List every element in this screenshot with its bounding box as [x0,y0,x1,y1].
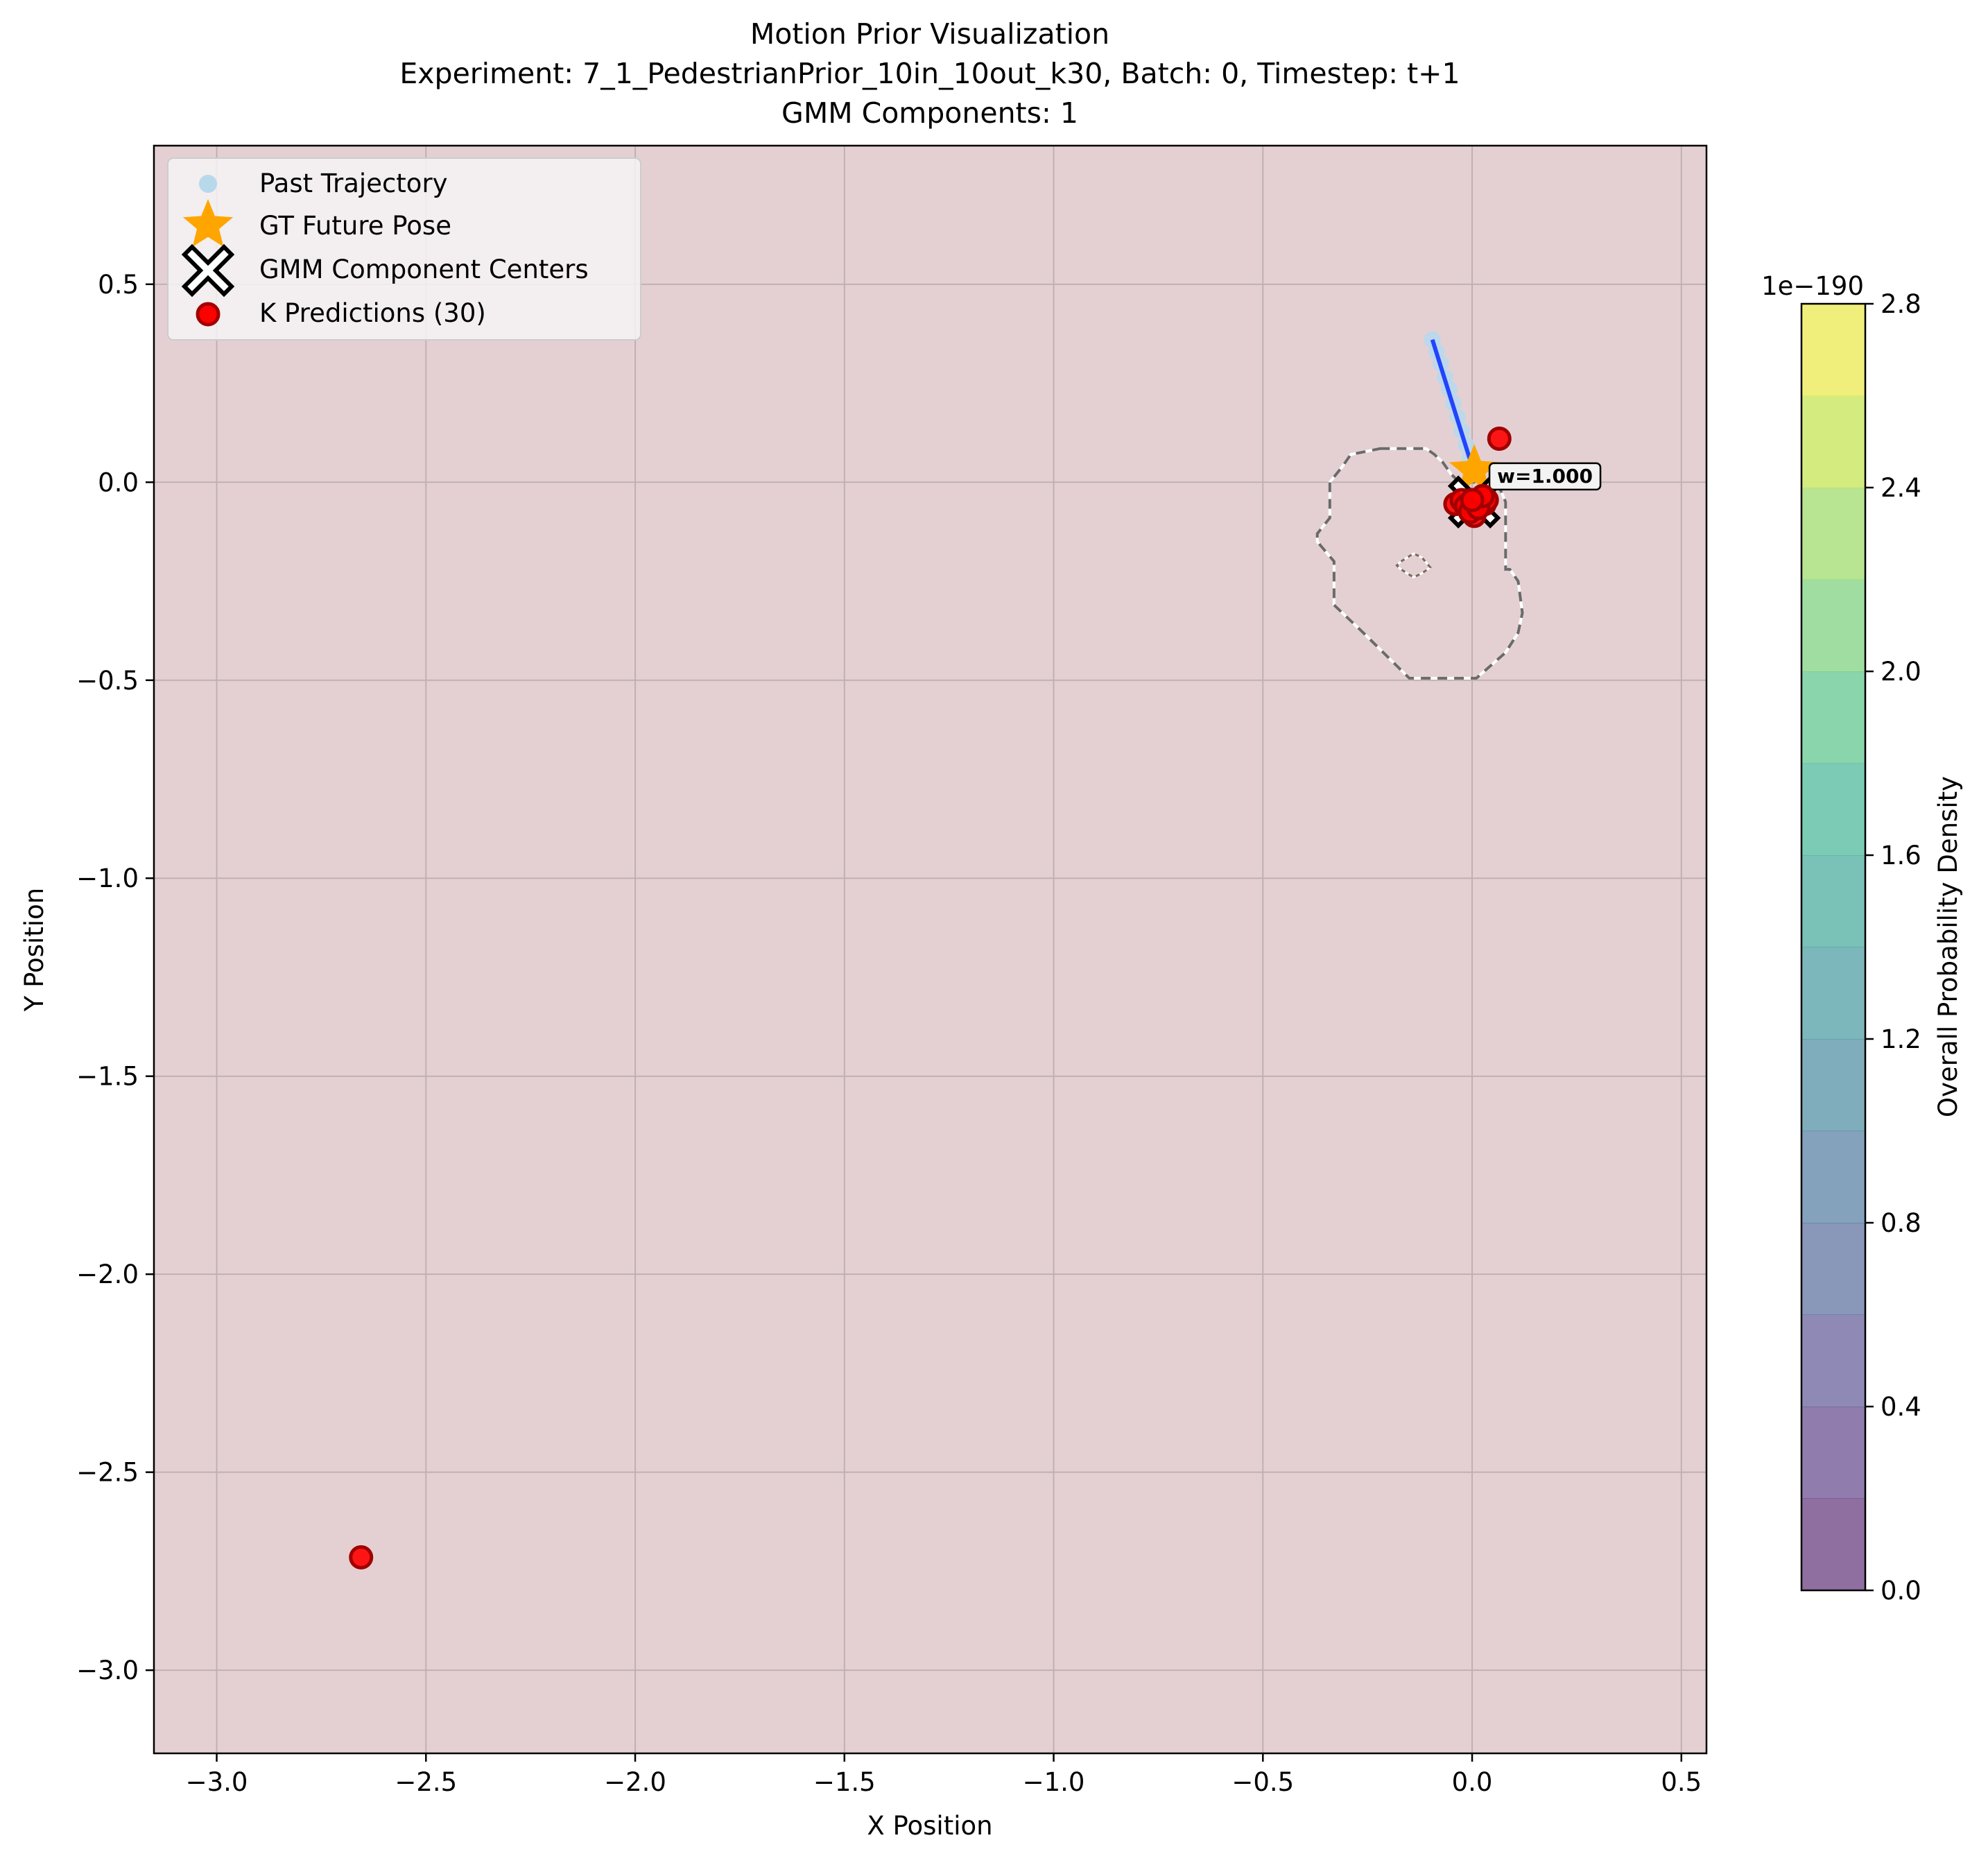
plot-frame [153,144,1708,1755]
gmm-weight-label: w=1.000 [1497,465,1593,488]
colorbar [1801,304,1865,1591]
y-axis-label: Y Position [19,888,49,1012]
colorbar-band [1801,395,1865,488]
y-tick-label: 0.5 [98,270,139,300]
k-prediction-point [1487,426,1512,451]
chart-title-line-2: Experiment: 7_1_PedestrianPrior_10in_10o… [399,57,1460,90]
y-tick-label: −1.0 [76,863,139,893]
x-tick-label: −0.5 [1231,1767,1294,1797]
x-tick-label: −2.0 [604,1767,666,1797]
colorbar-band [1801,1314,1865,1407]
density-contour-inner-dash [1395,552,1432,579]
chart-title-line-3: GMM Components: 1 [781,96,1078,130]
x-tick-label: 0.5 [1661,1767,1702,1797]
grid-lines [154,146,1706,1753]
y-tick-label: −2.5 [76,1458,139,1488]
colorbar-band [1801,855,1865,947]
colorbar-tick-label: 0.4 [1881,1392,1921,1422]
x-tick-label: −2.5 [395,1767,457,1797]
colorbar-tick-label: 0.0 [1881,1576,1921,1606]
colorbar-band [1801,579,1865,672]
legend-gt-marker [182,198,234,247]
colorbar-band [1801,947,1865,1040]
colorbar-band [1801,1039,1865,1131]
gmm-weight-box [1488,462,1602,491]
colorbar-band [1801,488,1865,580]
plot-background [154,146,1706,1753]
x-tick-label: −1.0 [1023,1767,1085,1797]
colorbar-band [1801,671,1865,764]
colorbar-tick-label: 2.4 [1881,473,1921,503]
colorbar-band [1801,1407,1865,1499]
legend-past-label: Past Trajectory [259,169,448,198]
legend-kpred-label: K Predictions (30) [259,298,486,328]
chart-title-line-1: Motion Prior Visualization [750,17,1109,51]
x-axis-ticks: −3.0 −2.5 −2.0 −1.5 −1.0 −0.5 0.0 0.5 [186,1753,1702,1797]
legend: Past Trajectory GT Future Pose GMM Compo… [167,157,641,341]
colorbar-band [1801,304,1865,396]
legend-gt-label: GT Future Pose [259,211,451,241]
colorbar-tick-label: 0.8 [1881,1208,1921,1238]
x-tick-label: 0.0 [1452,1767,1493,1797]
legend-box [167,157,641,341]
y-tick-label: −1.5 [76,1062,139,1092]
plot-layer: w=1.000 [349,331,1602,1570]
x-axis-label: X Position [867,1811,992,1841]
colorbar-band [1801,1498,1865,1591]
legend-kpred-marker [196,302,221,327]
y-tick-label: −3.0 [76,1656,139,1685]
colorbar-label: Overall Probability Density [1933,776,1963,1117]
colorbar-band [1801,1223,1865,1315]
k-prediction-point [1460,488,1485,513]
past-trajectory-line [1430,338,1472,459]
x-tick-label: −1.5 [813,1767,876,1797]
y-tick-label: −0.5 [76,666,139,696]
y-tick-label: 0.0 [98,467,139,497]
k-prediction-point [349,1545,374,1570]
y-axis-ticks: 0.5 0.0 −0.5 −1.0 −1.5 −2.0 −2.5 −3.0 [76,270,154,1685]
y-tick-label: −2.0 [76,1260,139,1289]
legend-past-marker [199,175,217,193]
colorbar-band [1801,1131,1865,1223]
colorbar-frame [1800,302,1867,1592]
x-tick-label: −3.0 [186,1767,248,1797]
colorbar-tick-label: 1.6 [1881,841,1921,870]
colorbar-tick-label: 2.0 [1881,657,1921,687]
legend-gmm-label: GMM Component Centers [259,255,589,284]
gt-future-pose-star [1449,444,1500,492]
colorbar-offset-label: 1e−190 [1761,271,1864,301]
colorbar-tick-label: 2.8 [1881,289,1921,319]
colorbar-band [1801,763,1865,856]
legend-gmm-marker [181,243,235,298]
colorbar-tick-label: 1.2 [1881,1024,1921,1054]
colorbar-ticks: 0.0 0.4 0.8 1.2 1.6 2.0 2.4 2.8 [1865,289,1921,1606]
density-contour-outer-dash [1315,447,1524,680]
